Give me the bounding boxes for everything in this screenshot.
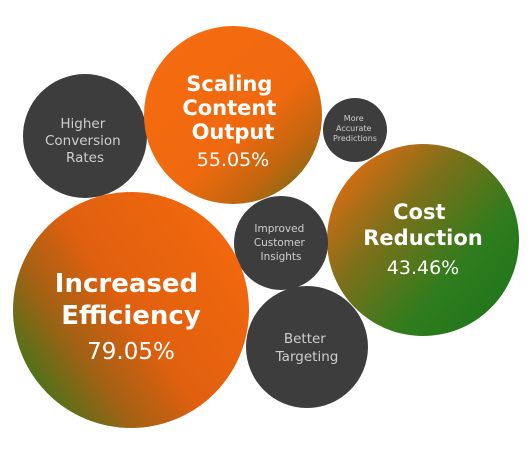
bubble-label-line: Output: [192, 120, 275, 144]
bubble-circle: [246, 286, 368, 408]
bubble-label: Improved Customer Insights: [254, 223, 308, 263]
bubble-label-line: Higher: [60, 116, 105, 132]
bubble-label-line: Reduction: [363, 226, 482, 250]
bubble-higher-conversion-rates: Higher Conversion Rates: [23, 74, 147, 198]
bubble-more-accurate-predictions: More Accurate Predictions: [323, 98, 387, 162]
bubble-label: Increased Efficiency: [55, 269, 207, 331]
bubble-label: Higher Conversion Rates: [45, 116, 125, 166]
bubble-label-line: Scaling: [186, 72, 272, 96]
bubble-circle: [144, 26, 322, 204]
bubble-increased-efficiency: Increased Efficiency 79.05%: [13, 192, 249, 428]
bubble-label-line: Increased: [55, 269, 198, 299]
bubble-label-line: Rates: [66, 150, 104, 166]
bubble-circle: [13, 192, 249, 428]
bubble-circle: [234, 196, 328, 290]
bubble-label: Better Targeting: [275, 331, 339, 365]
bubble-label-line: Accurate: [336, 124, 372, 133]
bubble-label-line: Cost: [393, 200, 445, 224]
bubble-value: 43.46%: [387, 257, 459, 279]
bubble-scaling-content-output: Scaling Content Output 55.05%: [144, 26, 322, 204]
bubble-value: 55.05%: [197, 149, 269, 171]
bubble-label-line: Insights: [260, 251, 301, 263]
bubble-label: More Accurate Predictions: [333, 114, 377, 143]
bubble-label-line: Content: [182, 96, 276, 120]
bubble-label: Scaling Content Output: [182, 72, 283, 144]
bubble-label-line: Improved: [254, 223, 304, 235]
bubble-cost-reduction: Cost Reduction 43.46%: [327, 144, 519, 336]
bubble-label-line: More: [344, 114, 364, 123]
bubble-circle: [327, 144, 519, 336]
bubble-value: 79.05%: [87, 339, 175, 365]
bubble-label-line: Conversion: [45, 133, 121, 149]
bubble-label: Cost Reduction: [363, 200, 482, 250]
bubble-label-line: Predictions: [333, 134, 377, 143]
bubble-improved-customer-insights: Improved Customer Insights: [234, 196, 328, 290]
bubble-label-line: Customer: [254, 237, 306, 249]
bubble-label-line: Targeting: [275, 349, 339, 365]
bubble-circle: [323, 98, 387, 162]
bubble-circle: [23, 74, 147, 198]
bubble-label-line: Better: [284, 331, 326, 347]
bubble-better-targeting: Better Targeting: [246, 286, 368, 408]
bubble-label-line: Efficiency: [61, 301, 201, 331]
